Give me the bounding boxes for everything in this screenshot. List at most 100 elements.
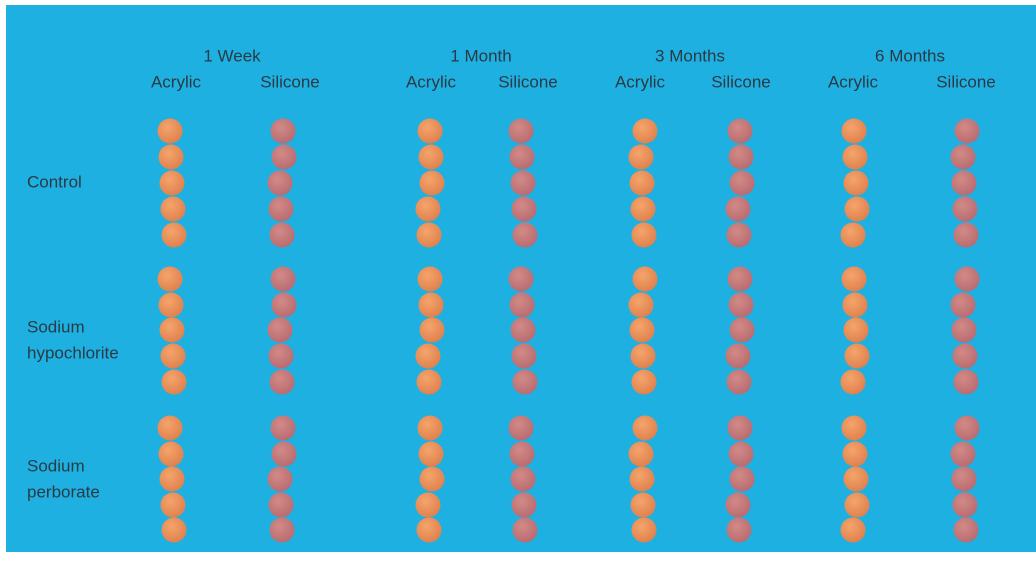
acrylic-specimen [843,170,869,196]
acrylic-specimen [157,118,183,144]
silicone-specimen [728,441,754,467]
acrylic-specimen [415,343,441,369]
silicone-specimen [950,144,976,170]
acrylic-specimen [159,466,185,492]
row-label: Control [27,172,82,191]
silicone-specimen [510,466,536,492]
acrylic-specimen [159,317,185,343]
acrylic-specimen [161,517,187,543]
silicone-specimen [512,222,538,248]
acrylic-specimen [629,317,655,343]
acrylic-specimen [417,415,443,441]
row-label: Sodium [27,317,85,336]
acrylic-specimen [840,369,866,395]
silicone-specimen [510,317,536,343]
acrylic-specimen [415,492,441,518]
silicone-specimen [951,466,977,492]
acrylic-specimen [161,369,187,395]
acrylic-specimen [628,441,654,467]
acrylic-specimen [159,170,185,196]
silicone-specimen [511,343,537,369]
material-label: Silicone [498,72,558,91]
acrylic-specimen [628,144,654,170]
acrylic-specimen [631,369,657,395]
silicone-specimen [271,441,297,467]
material-label: Silicone [260,72,320,91]
silicone-specimen [953,222,979,248]
silicone-specimen [509,292,535,318]
acrylic-specimen [419,170,445,196]
acrylic-specimen [160,492,186,518]
silicone-specimen [726,517,752,543]
row-label: Sodium [27,456,85,475]
silicone-specimen [511,196,537,222]
silicone-specimen [729,317,755,343]
silicone-specimen [269,517,295,543]
acrylic-specimen [417,118,443,144]
material-label: Silicone [936,72,996,91]
silicone-specimen [512,369,538,395]
silicone-specimen [954,415,980,441]
acrylic-specimen [844,343,870,369]
acrylic-specimen [418,144,444,170]
acrylic-specimen [160,196,186,222]
silicone-specimen [270,118,296,144]
acrylic-specimen [417,266,443,292]
acrylic-specimen [631,222,657,248]
silicone-specimen [954,118,980,144]
acrylic-specimen [843,466,869,492]
acrylic-specimen [161,222,187,248]
silicone-specimen [726,222,752,248]
silicone-specimen [729,466,755,492]
silicone-specimen [950,441,976,467]
material-label: Silicone [711,72,771,91]
acrylic-specimen [416,222,442,248]
silicone-specimen [267,317,293,343]
silicone-specimen [953,369,979,395]
silicone-specimen [510,170,536,196]
row-label: hypochlorite [27,343,119,362]
acrylic-specimen [158,144,184,170]
silicone-specimen [729,170,755,196]
acrylic-specimen [842,441,868,467]
silicone-specimen [508,415,534,441]
silicone-specimen [271,292,297,318]
silicone-specimen [267,466,293,492]
acrylic-specimen [632,266,658,292]
material-label: Acrylic [615,72,666,91]
acrylic-specimen [842,292,868,318]
silicone-specimen [268,492,294,518]
group-title: 1 Month [450,46,511,65]
acrylic-specimen [840,222,866,248]
acrylic-specimen [419,466,445,492]
acrylic-specimen [840,517,866,543]
material-label: Acrylic [828,72,879,91]
acrylic-specimen [415,196,441,222]
silicone-specimen [725,196,751,222]
silicone-specimen [509,441,535,467]
silicone-specimen [728,144,754,170]
silicone-specimen [725,492,751,518]
silicone-specimen [268,196,294,222]
silicone-specimen [950,292,976,318]
silicone-specimen [269,222,295,248]
acrylic-specimen [630,196,656,222]
silicone-specimen [270,266,296,292]
acrylic-specimen [630,492,656,518]
acrylic-specimen [630,343,656,369]
silicone-specimen [270,415,296,441]
acrylic-specimen [628,292,654,318]
silicone-specimen [508,266,534,292]
acrylic-specimen [418,441,444,467]
silicone-specimen [511,492,537,518]
acrylic-specimen [631,517,657,543]
silicone-specimen [727,415,753,441]
acrylic-specimen [629,466,655,492]
material-label: Acrylic [406,72,457,91]
silicone-specimen [952,196,978,222]
group-title: 1 Week [203,46,261,65]
silicone-specimen [952,492,978,518]
silicone-specimen [268,343,294,369]
silicone-specimen [267,170,293,196]
silicone-specimen [726,369,752,395]
